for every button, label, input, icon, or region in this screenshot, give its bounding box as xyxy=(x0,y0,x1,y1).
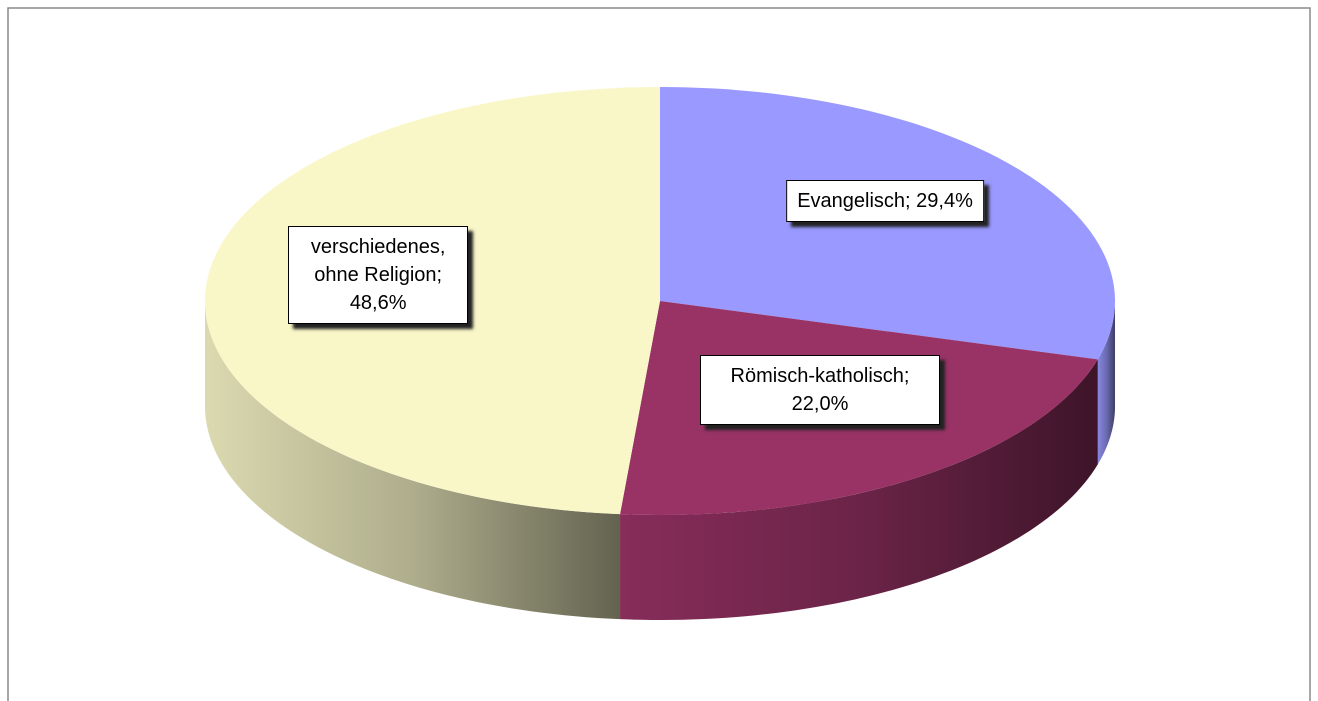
slice-side-shade xyxy=(1097,301,1115,465)
label-category: Römisch-katholisch xyxy=(730,365,904,388)
label-value: 22,0% xyxy=(791,393,849,416)
slice-side-shade xyxy=(620,359,1098,620)
slice xyxy=(660,87,1115,360)
data-label: Evangelisch; 29,4% xyxy=(786,180,984,222)
label-separator: ; xyxy=(903,365,910,388)
slice-side-shade xyxy=(205,301,621,620)
data-label: Römisch-katholisch; 22,0% xyxy=(700,355,941,426)
label-separator: ; xyxy=(905,190,917,212)
data-label: verschiedenes, ohne Religion; 48,6% xyxy=(288,226,469,325)
label-value: 29,4% xyxy=(916,190,973,212)
label-category: verschiedenes, ohne Religion xyxy=(310,236,446,287)
label-separator: ; xyxy=(436,264,443,287)
label-category: Evangelisch xyxy=(797,190,906,212)
label-value: 48,6% xyxy=(349,292,407,315)
